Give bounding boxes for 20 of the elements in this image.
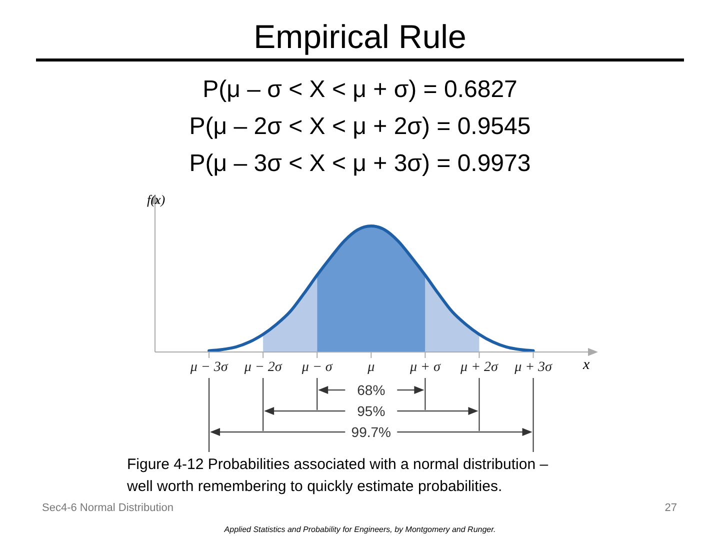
text: P(μ – σ < X < μ + σ) = 0.6827 <box>202 76 518 103</box>
x-tick-label: μ + 2σ <box>460 360 500 375</box>
text: 99.7% <box>351 424 391 440</box>
x-tick-label: μ + 3σ <box>514 360 554 375</box>
x-tick-label: μ <box>366 360 375 375</box>
x-tick-label: μ + σ <box>408 360 442 375</box>
x-tick-label: μ − 2σ <box>243 360 283 375</box>
x-tick-label: μ − σ <box>300 360 334 375</box>
text: P(μ – 2σ < X < μ + 2σ) = 0.9545 <box>189 113 531 140</box>
text: 68% <box>357 382 386 398</box>
chart-title: Empirical Rule <box>254 18 466 55</box>
text: 95% <box>357 403 386 419</box>
text: Sec4-6 Normal Distribution <box>42 502 174 514</box>
x-tick-label: μ − 3σ <box>189 360 229 375</box>
text: P(μ – 3σ < X < μ + 3σ) = 0.9973 <box>189 150 531 177</box>
caption: Figure 4-12 Probabilities associated with a normal distribution – well worth remembering to quickly estimate probabilities. <box>126 456 549 495</box>
x-axis-title: x <box>582 357 590 373</box>
y-axis-title: f(x) <box>147 192 166 207</box>
text: 27 <box>664 502 677 514</box>
text: Applied Statistics and Probability for Engineers, by Montgomery and Runger. <box>223 525 496 534</box>
